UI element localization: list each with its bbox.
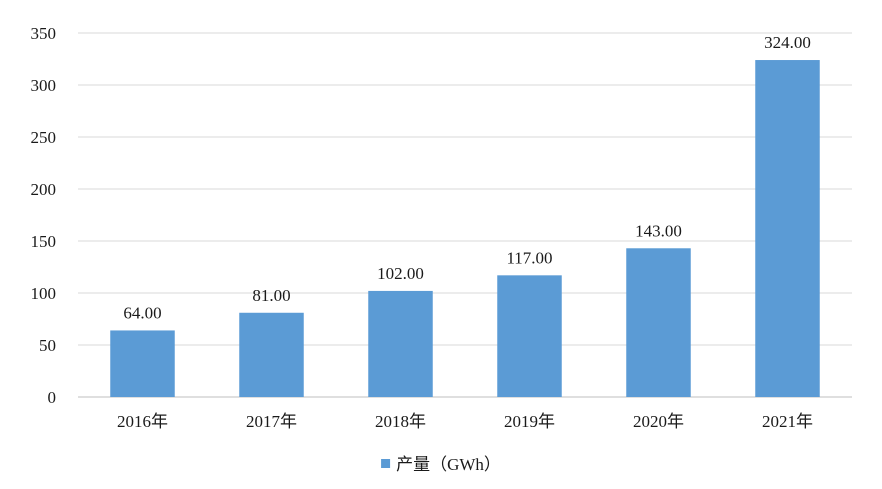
bar-value-label: 81.00 bbox=[252, 286, 290, 305]
bar bbox=[368, 290, 433, 397]
bar-value-label: 143.00 bbox=[635, 221, 682, 240]
x-tick-label: 2021年 bbox=[762, 412, 813, 431]
bar bbox=[239, 312, 304, 397]
y-tick-label: 350 bbox=[31, 24, 57, 43]
bar bbox=[497, 275, 562, 397]
bar-value-label: 117.00 bbox=[506, 248, 552, 267]
axes: 0 50 100 150 200 250 300 350 2016年 2017年 2018年 2019… bbox=[31, 24, 852, 431]
y-tick-label: 300 bbox=[31, 76, 57, 95]
bar bbox=[755, 60, 820, 397]
bars bbox=[110, 60, 820, 397]
x-tick-label: 2020年 bbox=[633, 412, 684, 431]
bar-value-label: 102.00 bbox=[377, 264, 424, 283]
legend-label: 产量（GWh） bbox=[396, 455, 501, 474]
x-tick-label: 2017年 bbox=[246, 412, 297, 431]
legend: 产量（GWh） bbox=[381, 455, 501, 474]
bar bbox=[110, 330, 175, 397]
y-tick-label: 250 bbox=[31, 128, 57, 147]
y-tick-label: 150 bbox=[31, 232, 57, 251]
y-tick-label: 200 bbox=[31, 180, 57, 199]
y-tick-label: 100 bbox=[31, 284, 57, 303]
data-labels: 64.00 81.00 102.00 117.00 143.00 324.00 bbox=[123, 33, 811, 322]
x-tick-label: 2018年 bbox=[375, 412, 426, 431]
bar-value-label: 64.00 bbox=[123, 303, 161, 322]
legend-swatch bbox=[381, 459, 391, 468]
bar-value-label: 324.00 bbox=[764, 33, 811, 52]
y-tick-label: 0 bbox=[48, 388, 57, 407]
grid-lines bbox=[78, 32, 852, 346]
y-tick-label: 50 bbox=[39, 336, 56, 355]
bar bbox=[626, 248, 691, 397]
x-tick-label: 2019年 bbox=[504, 412, 555, 431]
x-tick-label: 2016年 bbox=[117, 412, 168, 431]
